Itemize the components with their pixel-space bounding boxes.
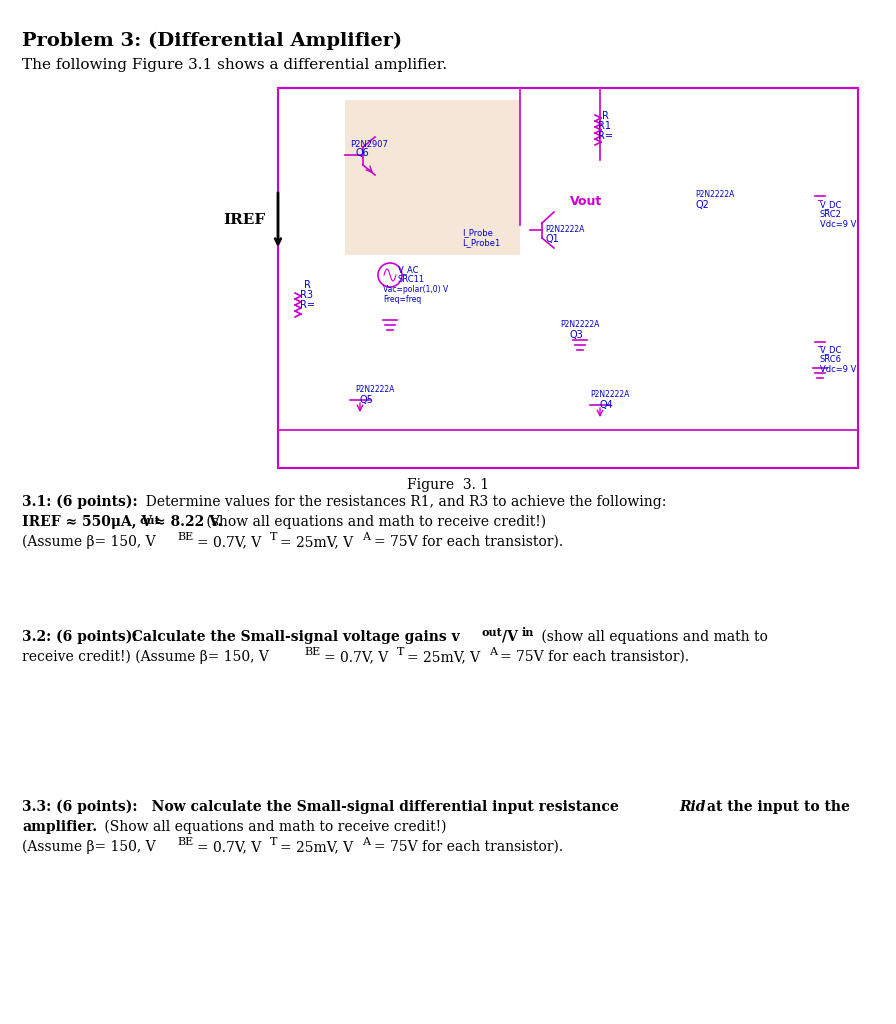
Text: L_Probe1: L_Probe1 <box>462 238 500 247</box>
Text: Vout: Vout <box>570 195 602 208</box>
Text: Calculate the Small-signal voltage gains v: Calculate the Small-signal voltage gains… <box>122 630 460 644</box>
Text: BE: BE <box>304 647 320 657</box>
Text: = 75V for each transistor).: = 75V for each transistor). <box>374 535 563 549</box>
Text: /V: /V <box>502 630 518 644</box>
Text: Vdc=9 V: Vdc=9 V <box>820 365 857 374</box>
Text: Q2: Q2 <box>695 200 709 210</box>
Text: out: out <box>140 515 160 526</box>
Text: out: out <box>482 627 503 638</box>
Text: T: T <box>270 837 278 847</box>
Text: 3.2: (6 points):: 3.2: (6 points): <box>22 630 137 644</box>
Text: Rid: Rid <box>679 800 705 814</box>
Text: V_DC: V_DC <box>820 345 842 354</box>
Text: Figure  3. 1: Figure 3. 1 <box>407 478 489 492</box>
Text: = 0.7V, V: = 0.7V, V <box>197 535 262 549</box>
Text: = 25mV, V: = 25mV, V <box>280 535 353 549</box>
Text: Q4: Q4 <box>600 400 614 410</box>
Text: R: R <box>602 111 609 121</box>
Bar <box>278 88 858 468</box>
Text: (show all equations and math to receive credit!): (show all equations and math to receive … <box>202 515 547 529</box>
Text: Problem 3: (Differential Amplifier): Problem 3: (Differential Amplifier) <box>22 32 402 50</box>
Text: = 0.7V, V: = 0.7V, V <box>324 650 388 664</box>
Text: P2N2222A: P2N2222A <box>695 190 735 199</box>
Text: IREF ≈ 550μA, V: IREF ≈ 550μA, V <box>22 515 152 529</box>
Text: SRC6: SRC6 <box>820 355 842 364</box>
Bar <box>345 100 520 255</box>
Text: Freq=freq: Freq=freq <box>383 295 421 304</box>
Text: A: A <box>362 532 370 542</box>
Text: V_DC: V_DC <box>820 200 842 209</box>
Text: T: T <box>270 532 278 542</box>
Text: BE: BE <box>177 532 194 542</box>
Text: 3.1: (6 points):: 3.1: (6 points): <box>22 495 138 509</box>
Text: = 0.7V, V: = 0.7V, V <box>197 840 262 854</box>
Text: IREF: IREF <box>223 213 265 227</box>
Text: SRC2: SRC2 <box>820 210 842 219</box>
Text: R=: R= <box>300 300 315 310</box>
Text: receive credit!) (Assume β= 150, V: receive credit!) (Assume β= 150, V <box>22 650 269 665</box>
Text: in: in <box>522 627 534 638</box>
Text: SRC11: SRC11 <box>398 275 425 284</box>
Text: P2N2222A: P2N2222A <box>590 390 629 399</box>
Text: 3.3: (6 points):: 3.3: (6 points): <box>22 800 137 814</box>
Text: The following Figure 3.1 shows a differential amplifier.: The following Figure 3.1 shows a differe… <box>22 58 447 72</box>
Text: A: A <box>362 837 370 847</box>
Text: Vac=polar(1,0) V: Vac=polar(1,0) V <box>383 285 448 294</box>
Text: I_Probe: I_Probe <box>462 228 493 237</box>
Text: R3: R3 <box>300 290 313 300</box>
Text: Vdc=9 V: Vdc=9 V <box>820 220 857 229</box>
Text: amplifier.: amplifier. <box>22 820 97 834</box>
Text: P2N2222A: P2N2222A <box>560 319 599 329</box>
Text: (Show all equations and math to receive credit!): (Show all equations and math to receive … <box>100 820 446 835</box>
Text: R: R <box>304 280 311 290</box>
Text: Determine values for the resistances R1, and R3 to achieve the following:: Determine values for the resistances R1,… <box>137 495 667 509</box>
Text: Q3: Q3 <box>570 330 584 340</box>
Text: ≈ 8.22 V.: ≈ 8.22 V. <box>154 515 222 529</box>
Text: = 25mV, V: = 25mV, V <box>407 650 480 664</box>
Text: (Assume β= 150, V: (Assume β= 150, V <box>22 535 156 550</box>
Text: P2N2222A: P2N2222A <box>355 385 394 394</box>
Text: P2N2222A: P2N2222A <box>545 225 584 234</box>
Text: P2N2907: P2N2907 <box>350 140 388 150</box>
Text: R=: R= <box>598 131 613 141</box>
Text: T: T <box>397 647 404 657</box>
Text: Q6: Q6 <box>355 148 369 158</box>
Text: (show all equations and math to: (show all equations and math to <box>537 630 768 644</box>
Text: R1: R1 <box>598 121 611 131</box>
Text: Q5: Q5 <box>360 395 374 406</box>
Text: at the input to the: at the input to the <box>702 800 850 814</box>
Text: = 25mV, V: = 25mV, V <box>280 840 353 854</box>
Text: A: A <box>489 647 497 657</box>
Text: = 75V for each transistor).: = 75V for each transistor). <box>500 650 689 664</box>
Text: V_AC: V_AC <box>398 265 419 274</box>
Text: BE: BE <box>177 837 194 847</box>
Text: Q1: Q1 <box>545 234 559 244</box>
Text: = 75V for each transistor).: = 75V for each transistor). <box>374 840 563 854</box>
Text: (Assume β= 150, V: (Assume β= 150, V <box>22 840 156 854</box>
Text: Now calculate the Small-signal differential input resistance: Now calculate the Small-signal different… <box>137 800 624 814</box>
